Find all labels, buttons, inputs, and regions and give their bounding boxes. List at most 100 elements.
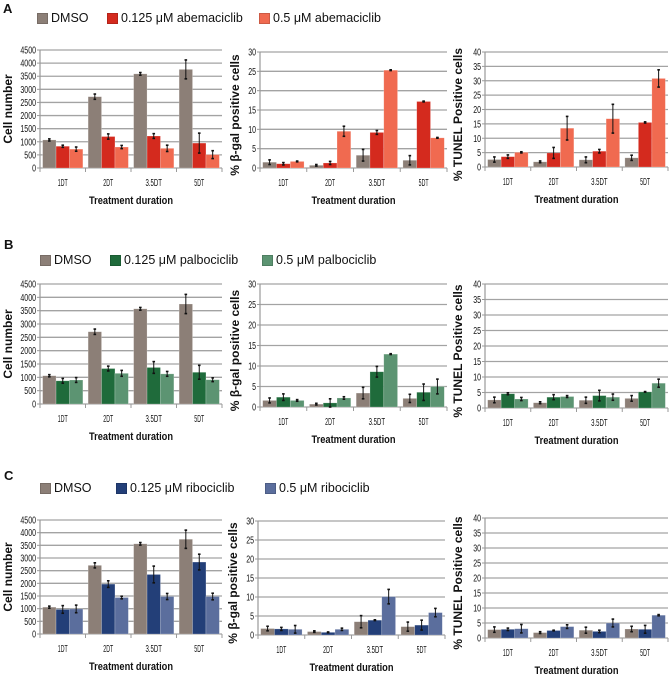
error-bar [422,383,425,402]
y-tick-label: 25 [246,536,254,547]
y-tick-label: 3500 [20,541,36,552]
error-bar [165,144,169,153]
x-tick-label: 2DT [325,178,335,189]
y-tick-label: 10 [473,373,481,384]
legend-label: DMSO [54,481,92,495]
chart-b-tunel: 0 5 10 15 20 25 30 35 40 1DT 2DT 3.5DT 5DT Treatment … [451,280,669,447]
error-bar [165,592,169,601]
legend-swatch-low-dose [110,254,121,266]
error-bar [373,618,377,622]
error-bar [493,626,496,634]
y-tick-label: 1500 [20,124,36,135]
error-bar [280,626,283,632]
x-axis-title: Treatment duration [310,662,394,674]
y-tick-label: 0 [32,400,36,411]
y-tick-label: 2000 [20,111,36,122]
bar-low-dose-3-5dt [369,132,385,169]
y-tick-label: 1000 [20,137,36,148]
y-tick-label: 0 [477,163,481,174]
error-bar [408,393,412,404]
y-tick-label: 10 [246,593,254,604]
error-bar [106,133,110,140]
y-tick-label: 500 [24,617,36,628]
x-axis-title: Treatment duration [535,665,619,674]
x-tick-label: 3.5DT [369,417,386,428]
y-tick-label: 30 [473,544,481,555]
bar-low-dose-2dt [546,630,561,639]
x-tick-label: 1DT [503,177,513,188]
bar-dmso-3-5dt [133,73,148,169]
error-bar [506,627,510,632]
error-bar [74,376,78,384]
bar-dmso-3-5dt [133,543,148,635]
error-bar [611,618,615,628]
error-bar [106,365,110,372]
error-bar [361,386,365,400]
error-bar [434,607,437,618]
error-bar [657,378,660,389]
x-tick-label: 5DT [419,178,429,189]
y-tick-label: 15 [473,589,481,600]
error-bar [375,129,379,136]
bar-dmso-1dt [42,375,57,405]
y-tick-label: 15 [248,341,256,352]
y-axis-title: % β-gal positive cells [228,289,242,411]
error-bar [361,148,365,162]
error-bar [139,71,142,76]
bar-high-dose-3-5dt [383,69,398,169]
y-tick-label: 1500 [20,360,36,371]
error-bar [61,377,65,385]
x-tick-label: 2DT [103,414,113,425]
chart-c-beta-gal: 0 5 10 15 20 25 30 1DT 2DT 3.5DT 5DT Treatment dura… [226,517,446,674]
error-bar [520,150,523,154]
y-tick-label: 20 [473,574,481,585]
y-tick-label: 30 [473,311,481,322]
y-tick-label: 35 [473,529,481,540]
error-bar [643,390,647,393]
bar-low-dose-1dt [500,393,515,409]
error-bar [420,619,423,631]
x-tick-label: 1DT [58,178,68,189]
error-bar [630,625,633,633]
legend-item-low-dose: 0.125 μM palbociclib [110,254,238,266]
y-tick-label: 2000 [20,579,36,590]
chart-b-beta-gal: 0 5 10 15 20 25 30 1DT 2DT 3.5DT 5DT Treatment dura… [228,280,448,446]
x-tick-label: 1DT [278,178,288,189]
x-axis-title: Treatment duration [535,435,619,447]
error-bar [552,629,555,632]
x-axis-title: Treatment duration [312,195,396,207]
error-bar [282,393,285,402]
y-tick-label: 500 [24,386,36,397]
error-bar [120,595,123,600]
error-bar [315,402,318,406]
x-tick-label: 3.5DT [146,644,163,655]
x-tick-label: 3.5DT [369,178,386,189]
panel-label-c: C [4,468,14,483]
x-tick-label: 5DT [640,418,650,429]
chart-a-cell-number: 0 500 1000 1500 2000 2500 3000 3500 4000 4500 1DT 2… [1,46,223,207]
error-bar [197,553,201,571]
bar-low-dose-2dt [101,136,116,169]
legend-item-low-dose: 0.125 μM ribociclib [116,482,234,494]
y-tick-label: 15 [473,119,481,130]
error-bar [48,373,51,378]
x-tick-label: 5DT [419,417,429,428]
y-axis-title: % TUNEL Positive cells [451,516,465,649]
y-tick-label: 25 [248,67,256,78]
bar-dmso-2dt [87,331,102,405]
error-bar [197,132,201,154]
error-bar [630,154,633,162]
error-bar [657,69,660,88]
y-tick-label: 3000 [20,320,36,331]
legend-item-high-dose: 0.5 μM palbociclib [262,254,376,266]
error-bar [565,623,569,630]
error-bar [611,393,615,402]
chart-c-tunel: 0 5 10 15 20 25 30 35 40 1DT 2DT 3.5DT 5DT Treatment … [451,514,669,674]
error-bar [552,146,555,160]
legend-swatch-high-dose [262,254,273,266]
error-bar [611,103,615,134]
error-bar [584,626,588,635]
bar-high-dose-5dt [651,614,666,639]
x-tick-label: 5DT [417,645,427,656]
